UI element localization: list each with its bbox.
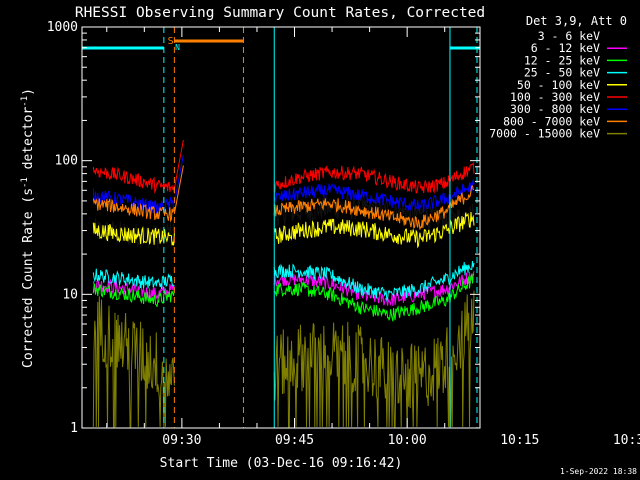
series-spike [173,165,184,214]
chart-title: RHESSI Observing Summary Count Rates, Co… [75,5,485,21]
x-tick-label: 09:30 [162,433,201,448]
x-axis-label: Start Time (03-Dec-16 09:16:42) [160,456,403,471]
y-tick-label: 1000 [47,20,78,35]
series-line [92,273,475,322]
legend-item-label: 25 - 50 keV [524,66,600,80]
legend-header: Det 3,9, Att 0 [526,14,627,28]
series-line [92,161,475,194]
series-line [92,185,475,230]
y-tick-label: 10 [62,287,78,302]
y-tick-label: 100 [55,154,78,169]
y-axis-label: Corrected Count Rate (s-1 detector-1) [20,88,36,368]
series-spike [173,139,184,189]
flag-label-s: S [168,36,174,47]
x-tick-label: 10:00 [388,433,427,448]
series-line [92,179,475,216]
y-tick-label: 1 [70,421,78,436]
legend-item-label: 6 - 12 keV [531,41,600,55]
series-line [92,290,475,428]
series-line [92,193,475,249]
legend-item-label: 12 - 25 keV [524,53,600,67]
series-line [92,260,475,303]
x-tick-label: 09:45 [275,433,314,448]
plot-frame [81,26,481,429]
x-tick-label: 10:15 [500,433,539,448]
plot-area: SN110100100009:3009:4510:0010:1510:3010:… [47,20,640,448]
flag-label-n: N [175,43,180,52]
legend-item-label: 300 - 800 keV [510,102,600,116]
timestamp: 1-Sep-2022 18:38 [560,467,637,476]
legend-item-label: 50 - 100 keV [517,78,600,92]
legend-item-label: 3 - 6 keV [538,29,600,43]
series-spike [173,154,184,204]
legend-item-label: 7000 - 15000 keV [489,127,600,141]
series-line [92,271,475,307]
legend-item-label: 100 - 300 keV [510,90,600,104]
x-tick-label: 10:30 [613,433,640,448]
legend-item-label: 800 - 7000 keV [503,114,600,128]
series-line [92,211,475,249]
